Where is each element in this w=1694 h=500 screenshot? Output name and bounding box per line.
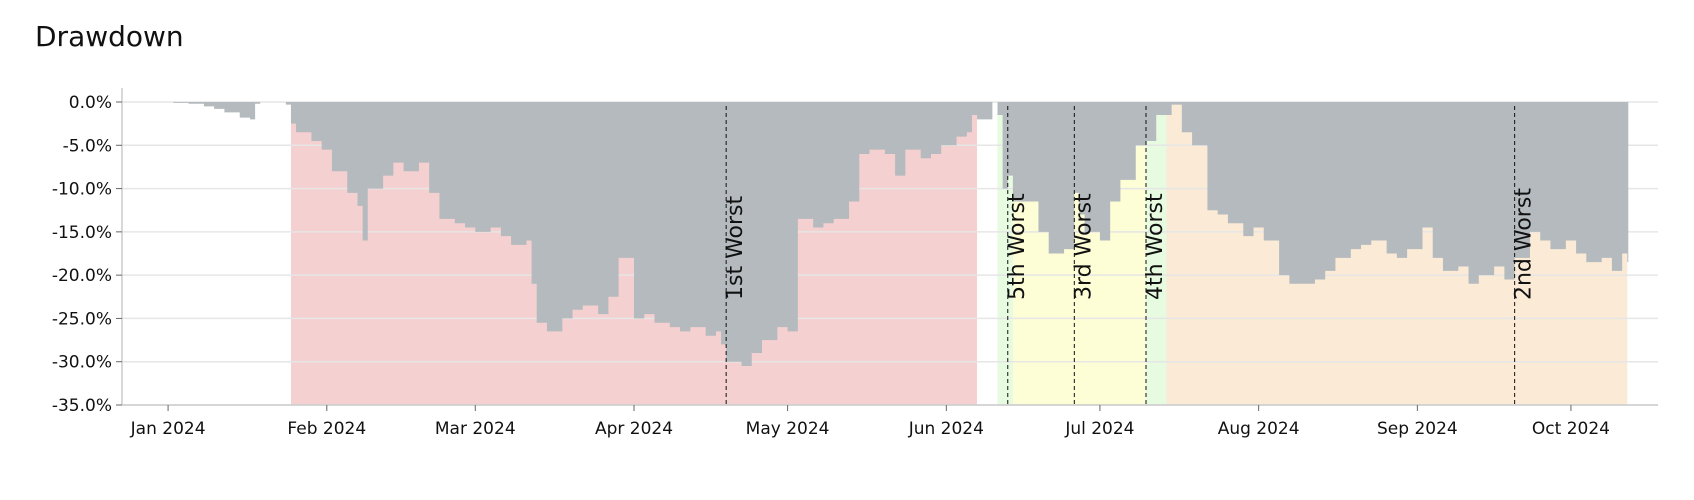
worst-label-5: 5th Worst (1005, 193, 1030, 300)
y-tick-label-7: -35.0% (52, 396, 112, 416)
worst-markers: 1st Worst 2nd Worst 3rd Worst 4th Worst 5th … (723, 106, 1537, 405)
x-tick-label-7: Aug 2024 (1218, 419, 1300, 439)
x-tick-label-4: May 2024 (746, 419, 830, 439)
worst-label-4: 4th Worst (1143, 193, 1168, 300)
y-tick-label-5: -25.0% (52, 309, 112, 329)
drawdown-area (173, 102, 1629, 367)
x-tick-labels: Jan 2024 Feb 2024 Mar 2024 Apr 2024 May 2024… (130, 405, 1610, 439)
worst-label-1: 1st Worst (723, 195, 748, 300)
y-tick-label-3: -15.0% (52, 223, 112, 243)
x-tick-label-9: Oct 2024 (1532, 419, 1610, 439)
chart-title: Drawdown (35, 20, 184, 53)
period-band-4 (1146, 102, 1167, 405)
worst-label-2: 2nd Worst (1512, 188, 1537, 300)
x-tick-label-8: Sep 2024 (1377, 419, 1458, 439)
y-tick-labels: 0.0% -5.0% -10.0% -15.0% -20.0% -25.0% -30.0% -… (52, 93, 122, 416)
x-tick-label-1: Feb 2024 (287, 419, 366, 439)
axes (121, 88, 1658, 406)
worst-label-3: 3rd Worst (1071, 193, 1096, 300)
x-tick-label-0: Jan 2024 (130, 419, 206, 439)
y-tick-label-0: 0.0% (69, 93, 112, 113)
y-tick-label-2: -10.0% (52, 180, 112, 200)
drawdown-area-layer (173, 102, 1629, 367)
x-tick-label-3: Apr 2024 (595, 419, 673, 439)
x-tick-label-6: Jul 2024 (1064, 419, 1134, 439)
y-tick-label-4: -20.0% (52, 266, 112, 286)
y-tick-label-6: -30.0% (52, 353, 112, 373)
x-tick-label-2: Mar 2024 (435, 419, 516, 439)
x-tick-label-5: Jun 2024 (908, 419, 984, 439)
period-band-5 (997, 102, 1013, 405)
y-tick-label-1: -5.0% (63, 136, 112, 156)
